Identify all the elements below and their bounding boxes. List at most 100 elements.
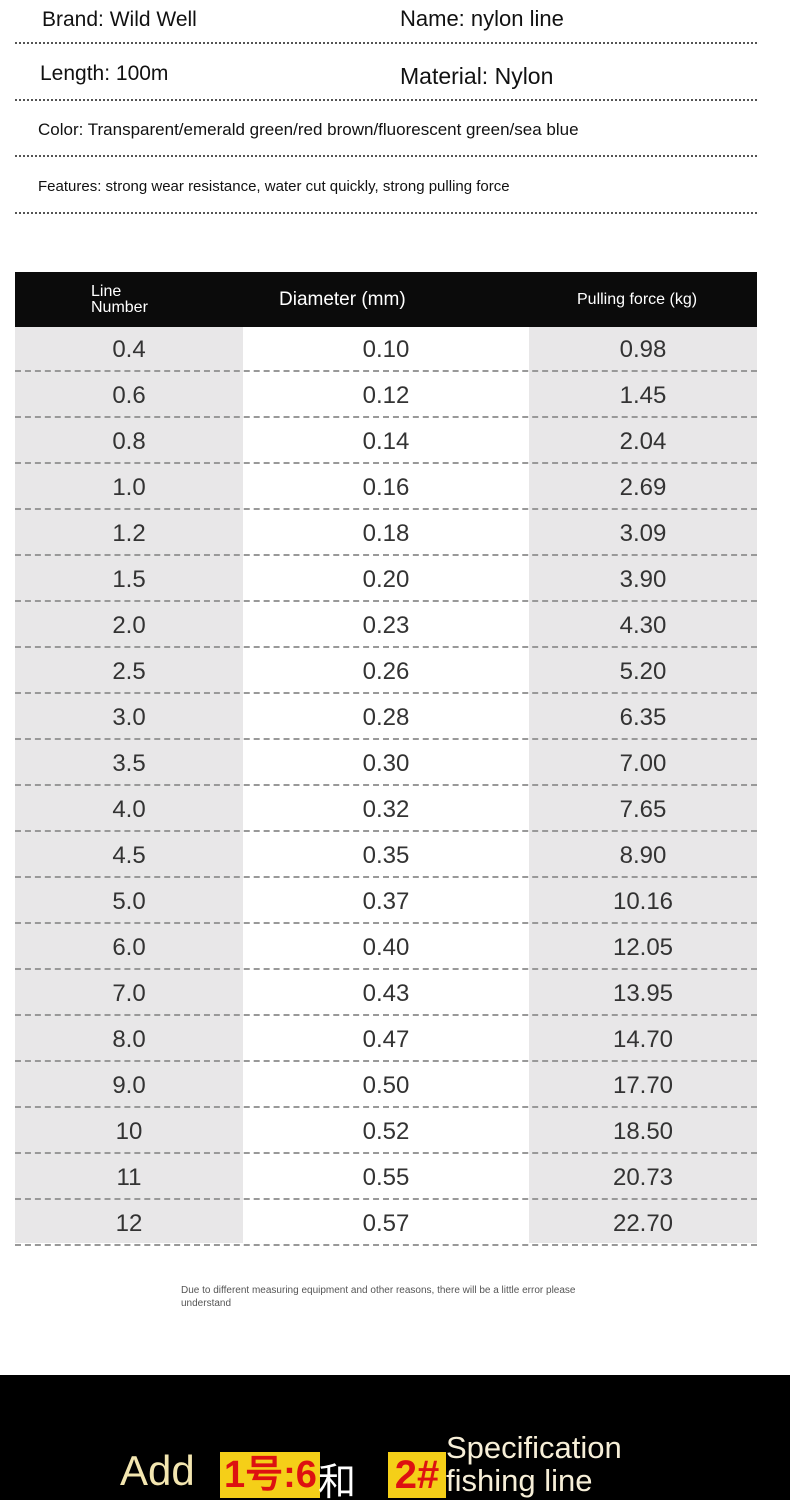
row-divider	[15, 508, 757, 510]
length: Length: 100m	[40, 62, 169, 85]
table-cell: 4.0	[112, 795, 146, 823]
table-cell: 3.09	[619, 519, 667, 547]
table-cell: 0.16	[362, 473, 410, 501]
table-cell: 3.5	[112, 749, 146, 777]
table-cell: 0.23	[362, 611, 410, 639]
table-cell: 0.40	[362, 933, 410, 961]
brand: Brand: Wild Well	[42, 8, 197, 31]
features: Features: strong wear resistance, water …	[38, 178, 510, 195]
row-divider	[15, 600, 757, 602]
table-cell: 0.12	[362, 381, 410, 409]
table-cell: 6.35	[619, 703, 667, 731]
banner-add: Add	[120, 1447, 195, 1494]
table-cell: 11	[116, 1163, 142, 1191]
color: Color: Transparent/emerald green/red bro…	[38, 120, 579, 139]
table-cell: 20.73	[612, 1163, 674, 1191]
table-cell: 18.50	[612, 1117, 674, 1145]
banner: Add 1号:6 和 2# Specification fishing line	[0, 1375, 790, 1504]
table-cell: 0.55	[362, 1163, 410, 1191]
name: Name: nylon line	[400, 6, 564, 31]
row-divider	[15, 830, 757, 832]
table-cell: 0.35	[362, 841, 410, 869]
divider	[15, 42, 757, 44]
table-cell: 0.10	[362, 335, 410, 363]
table-cell: 0.47	[362, 1025, 410, 1053]
table-cell: 0.14	[362, 427, 410, 455]
row-divider	[15, 922, 757, 924]
table-cell: 0.30	[362, 749, 410, 777]
banner-box: 2#	[388, 1452, 446, 1498]
table-cell: 5.20	[619, 657, 667, 685]
divider	[15, 99, 757, 101]
table-cell: 1.45	[619, 381, 667, 409]
table-cell: 10.16	[612, 887, 674, 915]
row-divider	[15, 1152, 757, 1154]
table-cell: 0.20	[362, 565, 410, 593]
row-divider	[15, 968, 757, 970]
banner-spec: Specification fishing line	[446, 1430, 622, 1498]
table-cell: 13.95	[612, 979, 674, 1007]
table-cell: 3.0	[112, 703, 146, 731]
table-cell: 10	[115, 1117, 143, 1145]
table-cell: 8.0	[112, 1025, 146, 1053]
table-cell: 7.65	[619, 795, 667, 823]
row-divider	[15, 416, 757, 418]
banner-text: 和	[318, 1462, 357, 1504]
row-divider	[15, 370, 757, 372]
table-cell: 0.98	[619, 335, 667, 363]
table-cell: 7.0	[112, 979, 146, 1007]
row-divider	[15, 876, 757, 878]
table-cell: 1.0	[112, 473, 146, 501]
material: Material: Nylon	[400, 63, 554, 89]
table-cell: 2.5	[112, 657, 146, 685]
table-cell: 0.32	[362, 795, 410, 823]
table-cell: 8.90	[619, 841, 667, 869]
table-cell: 0.26	[362, 657, 410, 685]
table-cell: 6.0	[112, 933, 146, 961]
table-cell: 4.5	[112, 841, 146, 869]
table-cell: 9.0	[112, 1071, 146, 1099]
header-cell: Line Number	[91, 282, 148, 316]
table-cell: 17.70	[612, 1071, 674, 1099]
table-cell: 22.70	[612, 1209, 674, 1237]
header-cell: Pulling force (kg)	[577, 290, 698, 308]
table-cell: 5.0	[112, 887, 146, 915]
table-cell: 2.69	[619, 473, 667, 501]
table-cell: 1.5	[112, 565, 146, 593]
row-divider	[15, 1060, 757, 1062]
table-cell: 0.6	[112, 381, 146, 409]
table-cell: 0.4	[112, 335, 146, 363]
banner-box: 1号:6	[220, 1452, 320, 1498]
table-cell: 0.18	[362, 519, 410, 547]
divider	[15, 155, 757, 157]
note: Due to different measuring equipment and…	[181, 1285, 576, 1309]
table-header: Line Number Diameter (mm) Pulling force …	[15, 272, 757, 327]
row-divider	[15, 1106, 757, 1108]
table-cell: 0.8	[112, 427, 146, 455]
row-divider	[15, 554, 757, 556]
row-divider	[15, 738, 757, 740]
row-divider	[15, 462, 757, 464]
table-cell: 0.37	[362, 887, 410, 915]
table-cell: 0.28	[362, 703, 410, 731]
table-cell: 0.57	[362, 1209, 410, 1237]
table-cell: 7.00	[619, 749, 667, 777]
table-cell: 0.52	[362, 1117, 410, 1145]
table-cell: 12.05	[612, 933, 674, 961]
table-cell: 12	[115, 1209, 143, 1237]
table-cell: 4.30	[619, 611, 667, 639]
table-cell: 3.90	[619, 565, 667, 593]
table-cell: 14.70	[612, 1025, 674, 1053]
row-divider	[15, 692, 757, 694]
row-divider	[15, 646, 757, 648]
header-cell: Diameter (mm)	[279, 288, 406, 310]
table-cell: 1.2	[112, 519, 146, 547]
row-divider	[15, 1014, 757, 1016]
row-divider	[15, 784, 757, 786]
table-cell: 2.04	[619, 427, 667, 455]
table-cell: 2.0	[112, 611, 146, 639]
table-cell: 0.43	[362, 979, 410, 1007]
row-divider	[15, 1198, 757, 1200]
divider	[15, 212, 757, 214]
